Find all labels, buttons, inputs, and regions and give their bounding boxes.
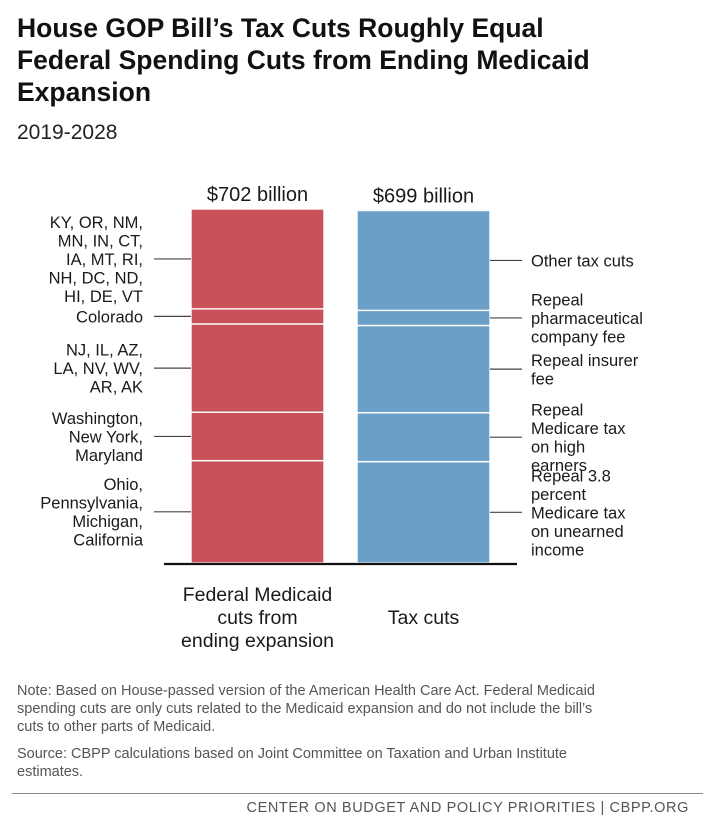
bar-segment-1-3 xyxy=(190,323,325,413)
segment-label: Washington, New York, Maryland xyxy=(52,410,143,465)
source-line: Source: CBPP calculations based on Joint… xyxy=(17,746,567,762)
bar-segment-2-3 xyxy=(356,324,491,414)
bar-segment-2-4 xyxy=(356,309,491,327)
segment-label: Repeal insurer fee xyxy=(531,352,639,389)
note-line: cuts to other parts of Medicaid. xyxy=(17,719,216,735)
footer-divider xyxy=(12,793,703,794)
bar-segment-1-4 xyxy=(190,308,325,325)
note-line: spending cuts are only cuts related to t… xyxy=(17,701,593,717)
stacked-bar-chart: Ohio, Pennsylvania, Michigan, California Was… xyxy=(40,184,643,652)
segment-label: Repeal 3.8 percent Medicare tax on unearned… xyxy=(531,467,626,559)
bar-total-label: $702 billion xyxy=(207,184,308,206)
segment-label: KY, OR, NM, MN, IN, CT, IA, MT, RI, NH, DC,… xyxy=(49,214,143,306)
chart-title: House GOP Bill’s Tax Cuts Roughly Equal … xyxy=(17,12,687,108)
bar-segment-2-1 xyxy=(356,460,491,564)
title-line: House GOP Bill’s Tax Cuts Roughly Equal xyxy=(17,13,544,43)
segment-label: Ohio, Pennsylvania, Michigan, California xyxy=(40,476,144,550)
segment-label: Repeal pharmaceutical company fee xyxy=(531,291,643,346)
segment-label: Repeal Medicare tax on high earners xyxy=(531,401,626,475)
bar-segment-1-1 xyxy=(190,459,325,564)
bar-total-label: $699 billion xyxy=(373,186,474,208)
category-label: Federal Medicaid cuts from ending expansio… xyxy=(181,584,334,652)
note-text: Note: Based on House-passed version of t… xyxy=(17,682,687,736)
bar-segment-1-5 xyxy=(190,208,325,310)
title-line: Expansion xyxy=(17,77,152,107)
bar-segment-2-5 xyxy=(356,209,491,312)
category-label: Tax cuts xyxy=(388,607,460,629)
chart-subtitle: 2019-2028 xyxy=(17,121,118,144)
segment-label: NJ, IL, AZ, LA, NV, WV, AR, AK xyxy=(53,342,143,397)
footer-credit: CENTER ON BUDGET AND POLICY PRIORITIES |… xyxy=(246,800,689,816)
source-text: Source: CBPP calculations based on Joint… xyxy=(17,745,687,781)
segment-label: Colorado xyxy=(76,308,143,326)
title-line: Federal Spending Cuts from Ending Medica… xyxy=(17,45,590,75)
bar-segment-2-2 xyxy=(356,412,491,463)
segment-label: Other tax cuts xyxy=(531,252,634,270)
bar-segment-1-2 xyxy=(190,411,325,462)
source-line: estimates. xyxy=(17,764,84,780)
note-line: Note: Based on House-passed version of t… xyxy=(17,683,595,699)
